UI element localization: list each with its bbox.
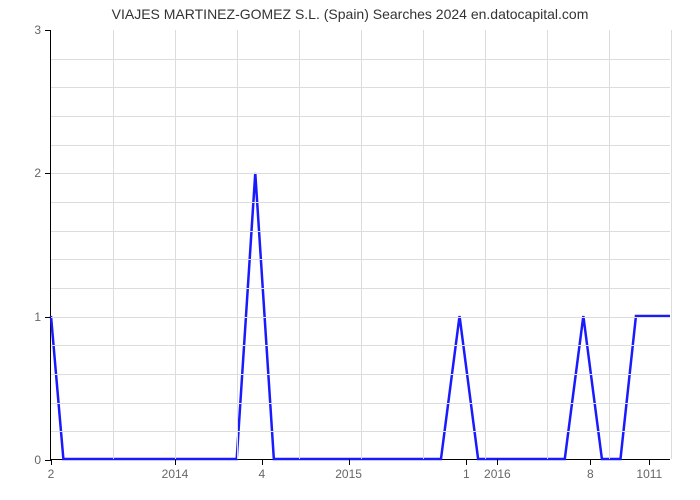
- searches-line-chart: VIAJES MARTINEZ-GOMEZ S.L. (Spain) Searc…: [0, 0, 700, 500]
- plot-area: 012322014420151201681011: [50, 30, 670, 460]
- x-tick-mark: [262, 459, 263, 465]
- x-tick-mark: [649, 459, 650, 465]
- gridline-v: [237, 30, 238, 459]
- gridline-v: [547, 30, 548, 459]
- gridline-v: [485, 30, 486, 459]
- x-tick-mark: [51, 459, 52, 465]
- gridline-v: [113, 30, 114, 459]
- x-tick-mark: [590, 459, 591, 465]
- x-tick-mark: [349, 459, 350, 465]
- gridline-v: [175, 30, 176, 459]
- gridline-v: [671, 30, 672, 459]
- x-tick-mark: [466, 459, 467, 465]
- gridline-v: [423, 30, 424, 459]
- gridline-v: [361, 30, 362, 459]
- gridline-v: [299, 30, 300, 459]
- y-tick-mark: [45, 317, 51, 318]
- x-tick-mark: [175, 459, 176, 465]
- x-tick-mark: [497, 459, 498, 465]
- y-tick-mark: [45, 30, 51, 31]
- y-tick-mark: [45, 173, 51, 174]
- gridline-v: [609, 30, 610, 459]
- chart-title: VIAJES MARTINEZ-GOMEZ S.L. (Spain) Searc…: [0, 6, 700, 22]
